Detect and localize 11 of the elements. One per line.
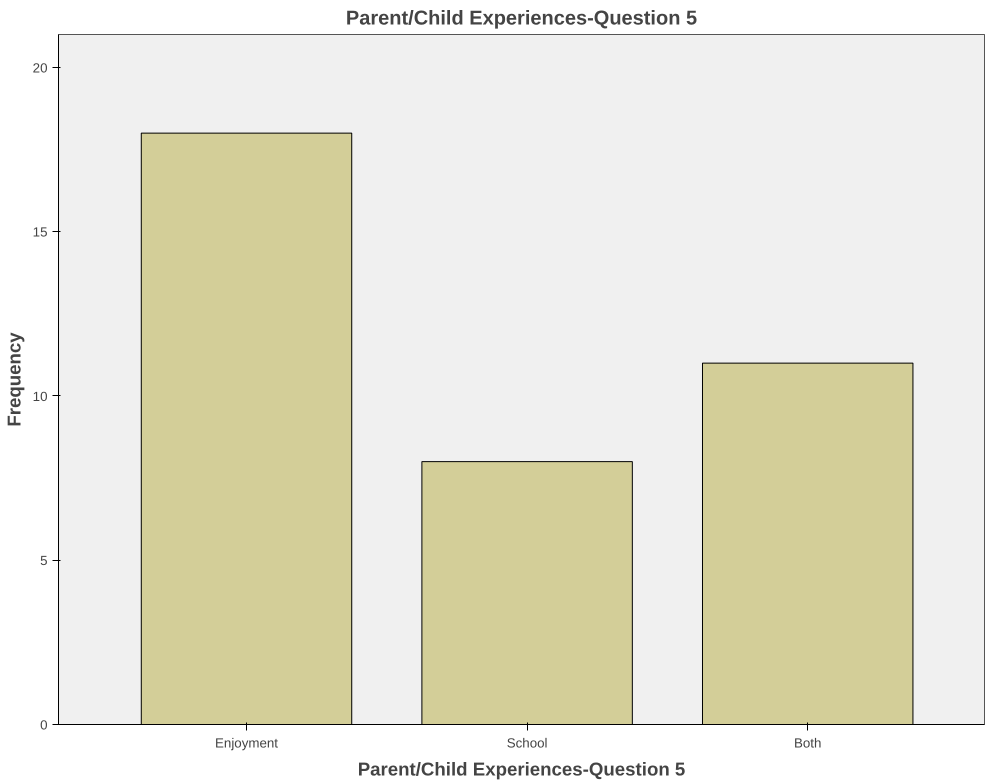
y-tick-label: 10 [32,388,48,404]
x-tick-label: Enjoyment [215,736,278,750]
y-tick-label: 15 [32,224,48,240]
x-tick-label: School [506,736,548,750]
y-tick-label: 20 [32,60,48,76]
y-axis-title: Frequency [4,332,25,427]
x-axis-title: Parent/Child Experiences-Question 5 [358,758,686,780]
chart-title: Parent/Child Experiences-Question 5 [346,8,698,30]
x-tick-label: Both [794,736,822,750]
y-tick-label: 0 [40,718,48,732]
y-tick-label: 5 [40,553,48,568]
